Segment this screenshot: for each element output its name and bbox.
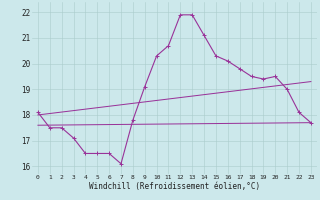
X-axis label: Windchill (Refroidissement éolien,°C): Windchill (Refroidissement éolien,°C)	[89, 182, 260, 191]
